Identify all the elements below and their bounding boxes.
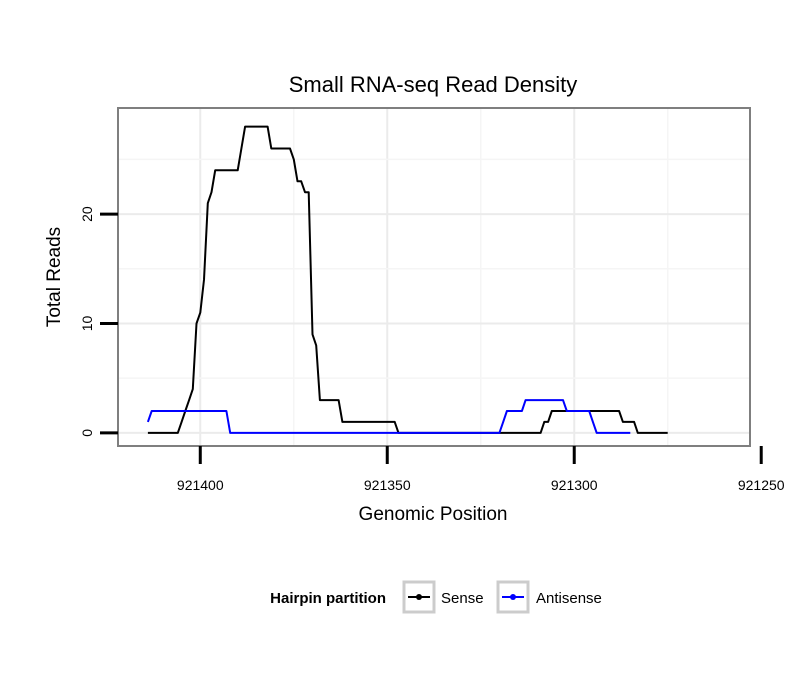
legend-item-antisense: Antisense [496, 580, 602, 614]
x-tick-label: 921300 [551, 477, 598, 493]
legend-label-sense: Sense [441, 590, 484, 607]
x-tick-label: 921350 [364, 477, 411, 493]
x-tick-label: 921400 [177, 477, 224, 493]
legend-point-sense [416, 594, 422, 600]
y-axis-title: Total Reads [44, 227, 65, 327]
series-layer [146, 125, 668, 434]
grid-layer [118, 108, 750, 446]
chart-title: Small RNA-seq Read Density [289, 72, 578, 97]
axis-layer: 921400 921350 921300 921250 0 10 20 [79, 206, 785, 493]
series-line-sense [147, 125, 668, 434]
series-line-antisense [146, 399, 631, 434]
x-axis-title: Genomic Position [359, 504, 508, 525]
plot-panel-border [117, 107, 751, 447]
y-tick-label: 20 [79, 206, 95, 222]
x-tick-label: 921250 [738, 477, 785, 493]
legend-item-sense: Sense [402, 580, 484, 614]
legend-label-antisense: Antisense [536, 590, 602, 607]
y-tick-label: 0 [79, 429, 95, 437]
y-tick-label: 10 [79, 315, 95, 331]
legend-point-antisense [510, 594, 516, 600]
legend: Hairpin partition Sense Antisense [270, 580, 602, 614]
legend-title: Hairpin partition [270, 590, 386, 607]
